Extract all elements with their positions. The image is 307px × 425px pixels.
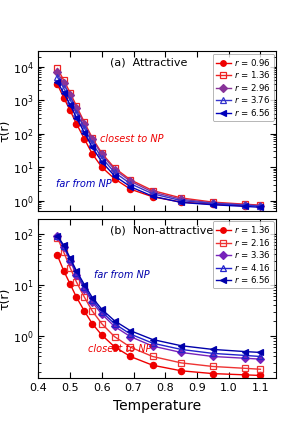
Text: (b)  Non-attractive: (b) Non-attractive [110, 225, 213, 235]
Y-axis label: τ(r): τ(r) [0, 287, 11, 310]
X-axis label: Temperature: Temperature [113, 399, 201, 413]
Legend: $r$ = 1.36, $r$ = 2.16, $r$ = 3.36, $r$ = 4.16, $r$ = 6.56: $r$ = 1.36, $r$ = 2.16, $r$ = 3.36, $r$ … [213, 221, 274, 289]
Text: closest to NP: closest to NP [87, 343, 151, 354]
Text: (a)  Attractive: (a) Attractive [110, 57, 187, 68]
Y-axis label: τ(r): τ(r) [0, 119, 11, 142]
Text: far from NP: far from NP [94, 269, 150, 280]
Text: far from NP: far from NP [56, 179, 111, 189]
Legend: $r$ = 0.96, $r$ = 1.36, $r$ = 2.96, $r$ = 3.76, $r$ = 6.56: $r$ = 0.96, $r$ = 1.36, $r$ = 2.96, $r$ … [213, 54, 274, 121]
Text: closest to NP: closest to NP [100, 134, 164, 145]
